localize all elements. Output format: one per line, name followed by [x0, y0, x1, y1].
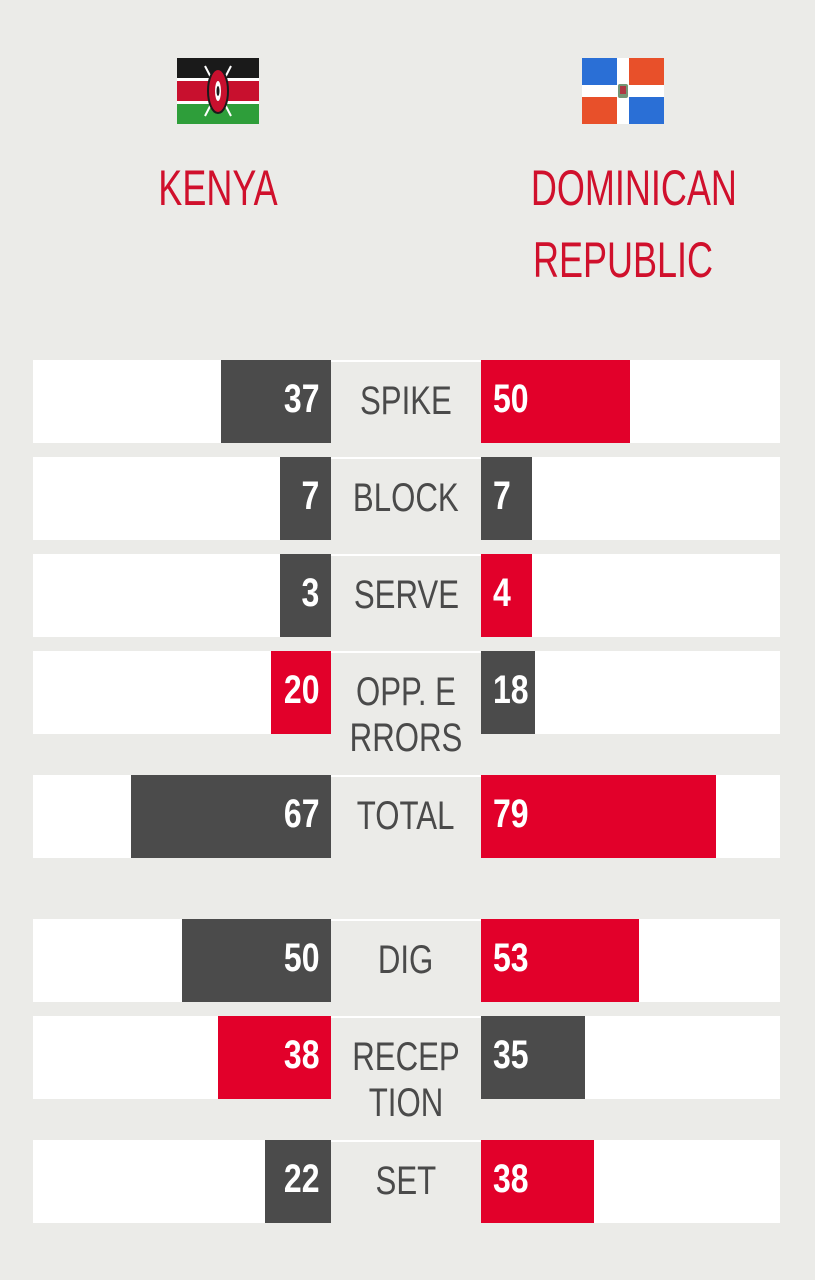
stat-label: BLOCK [331, 457, 481, 540]
left-bar: 50 [182, 919, 331, 1002]
stat-label-text: BLOCK [353, 476, 459, 520]
left-bar: 20 [271, 651, 331, 734]
left-value: 50 [283, 936, 319, 980]
right-track: 4 [481, 554, 780, 637]
left-bar: 3 [280, 554, 331, 637]
left-bar: 37 [221, 360, 331, 443]
stat-label: DIG [331, 919, 481, 1002]
left-value: 37 [283, 377, 319, 421]
left-track: 67 [33, 775, 331, 858]
stat-label-text: SET [375, 1159, 437, 1203]
stat-label: SERVE [331, 554, 481, 637]
left-track: 38 [33, 1016, 331, 1099]
team-right: DOMINICAN REPUBLIC [495, 58, 751, 296]
right-value: 38 [493, 1157, 529, 1201]
right-track: 79 [481, 775, 780, 858]
stat-label: SPIKE [331, 360, 481, 443]
left-track: 50 [33, 919, 331, 1002]
left-track: 22 [33, 1140, 331, 1223]
stat-label: OPP. ERRORS [331, 651, 481, 760]
stat-label: RECEPTION [331, 1016, 481, 1125]
right-track: 7 [481, 457, 780, 540]
left-value: 7 [301, 474, 319, 518]
stat-label: TOTAL [331, 775, 481, 858]
right-value: 18 [493, 668, 529, 712]
left-track: 20 [33, 651, 331, 734]
right-value: 4 [493, 571, 511, 615]
right-bar: 4 [481, 554, 532, 637]
stat-row-set: 22 SET 38 [33, 1140, 780, 1223]
right-track: 53 [481, 919, 780, 1002]
stat-row-reception: 38 RECEPTION 35 [33, 1016, 780, 1125]
stat-label-text: TOTAL [357, 794, 455, 838]
team-name-right: DOMINICAN REPUBLIC [530, 160, 737, 288]
stat-label-text: OPP. ERRORS [349, 670, 463, 760]
left-value: 22 [283, 1157, 319, 1201]
stat-row-block: 7 BLOCK 7 [33, 457, 780, 540]
stat-row-opp-errors: 20 OPP. ERRORS 18 [33, 651, 780, 760]
team-left: KENYA [90, 58, 346, 224]
dominican-republic-flag-icon [582, 58, 664, 124]
team-name-left: KENYA [158, 160, 278, 216]
stat-row-dig: 50 DIG 53 [33, 919, 780, 1002]
stat-label-text: RECEPTION [352, 1035, 460, 1125]
left-value: 38 [283, 1033, 319, 1077]
right-bar: 18 [481, 651, 535, 734]
right-track: 18 [481, 651, 780, 734]
right-track: 38 [481, 1140, 780, 1223]
stat-label: SET [331, 1140, 481, 1223]
right-value: 35 [493, 1033, 529, 1077]
right-value: 53 [493, 936, 529, 980]
right-value: 7 [493, 474, 511, 518]
right-bar: 38 [481, 1140, 594, 1223]
left-track: 3 [33, 554, 331, 637]
kenya-flag-icon [177, 58, 259, 124]
left-value: 3 [301, 571, 319, 615]
left-bar: 7 [280, 457, 331, 540]
right-value: 79 [493, 792, 529, 836]
right-bar: 35 [481, 1016, 585, 1099]
right-track: 35 [481, 1016, 780, 1099]
stat-row-spike: 37 SPIKE 50 [33, 360, 780, 443]
right-bar: 53 [481, 919, 639, 1002]
left-bar: 67 [131, 775, 331, 858]
stat-row-serve: 3 SERVE 4 [33, 554, 780, 637]
left-track: 37 [33, 360, 331, 443]
stat-label-text: SERVE [353, 573, 459, 617]
left-bar: 38 [218, 1016, 331, 1099]
stat-row-total: 67 TOTAL 79 [33, 775, 780, 858]
right-bar: 7 [481, 457, 532, 540]
stat-label-text: DIG [378, 938, 434, 982]
right-bar: 79 [481, 775, 716, 858]
right-bar: 50 [481, 360, 630, 443]
right-track: 50 [481, 360, 780, 443]
right-value: 50 [493, 377, 529, 421]
left-value: 20 [283, 668, 319, 712]
left-bar: 22 [265, 1140, 331, 1223]
left-value: 67 [283, 792, 319, 836]
stat-label-text: SPIKE [360, 379, 452, 423]
left-track: 7 [33, 457, 331, 540]
